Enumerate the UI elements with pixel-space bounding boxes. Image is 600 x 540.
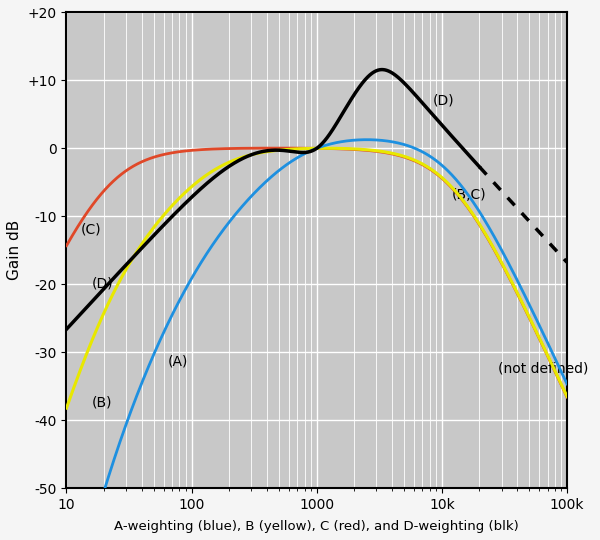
Text: (D): (D) bbox=[433, 93, 455, 107]
Text: (B): (B) bbox=[92, 395, 113, 409]
X-axis label: A-weighting (blue), B (yellow), C (red), and D-weighting (blk): A-weighting (blue), B (yellow), C (red),… bbox=[115, 520, 519, 533]
Text: (A): (A) bbox=[168, 355, 188, 369]
Text: (not defined): (not defined) bbox=[498, 361, 588, 375]
Text: (B,C): (B,C) bbox=[452, 188, 487, 202]
Text: (C): (C) bbox=[81, 222, 101, 236]
Text: (D): (D) bbox=[92, 276, 113, 291]
Y-axis label: Gain dB: Gain dB bbox=[7, 220, 22, 280]
